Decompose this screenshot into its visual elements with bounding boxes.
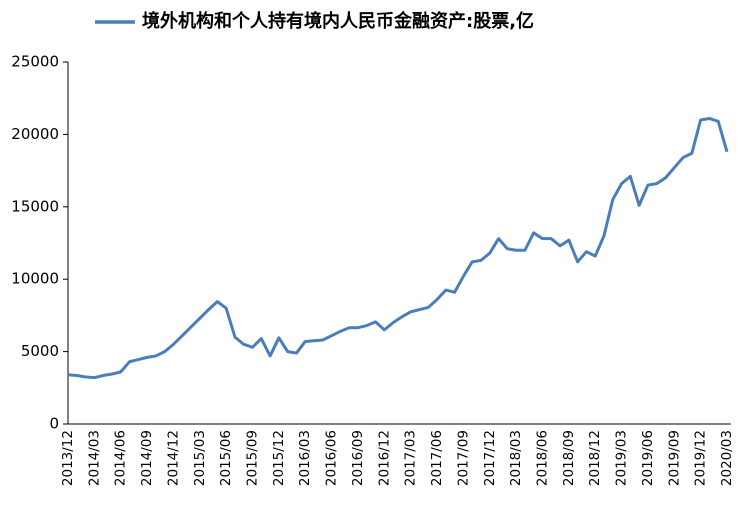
x-tick-label: 2018/06 [534,430,550,486]
x-tick-label: 2014/06 [113,430,129,486]
x-tick-label: 2019/09 [666,430,682,486]
y-tick-label: 15000 [11,197,59,215]
x-tick-label: 2019/03 [614,430,630,486]
x-tick-label: 2017/03 [403,430,419,486]
y-tick-label: 10000 [11,270,59,288]
y-tick-label: 25000 [11,53,59,71]
x-tick-label: 2019/06 [640,430,656,486]
y-tick-label: 0 [49,415,59,433]
x-tick-label: 2013/12 [60,430,76,486]
x-tick-label: 2016/03 [297,430,313,486]
x-tick-label: 2019/12 [693,430,709,486]
x-tick-label: 2016/12 [376,430,392,486]
x-tick-label: 2016/09 [350,430,366,486]
x-tick-label: 2015/06 [218,430,234,486]
x-tick-label: 2017/09 [455,430,471,486]
x-tick-label: 2018/09 [561,430,577,486]
x-tick-label: 2015/12 [271,430,287,486]
line-series [67,116,729,380]
y-tick-label: 20000 [11,125,59,143]
x-tick-label: 2014/12 [165,430,181,486]
x-tick-label: 2015/03 [192,430,208,486]
y-tick-label: 5000 [21,342,59,360]
x-tick-label: 2016/06 [324,430,340,486]
x-tick-label: 2014/03 [86,430,102,486]
legend-label: 境外机构和个人持有境内人民币金融资产:股票,亿 [142,10,534,32]
x-tick-label: 2017/06 [429,430,445,486]
x-tick-label: 2014/09 [139,430,155,486]
x-tick-label: 2020/03 [719,430,735,486]
x-tick-label: 2018/12 [587,430,603,486]
x-tick-label: 2018/03 [508,430,524,486]
x-tick-label: 2015/09 [245,430,261,486]
x-tick-label: 2017/12 [482,430,498,486]
